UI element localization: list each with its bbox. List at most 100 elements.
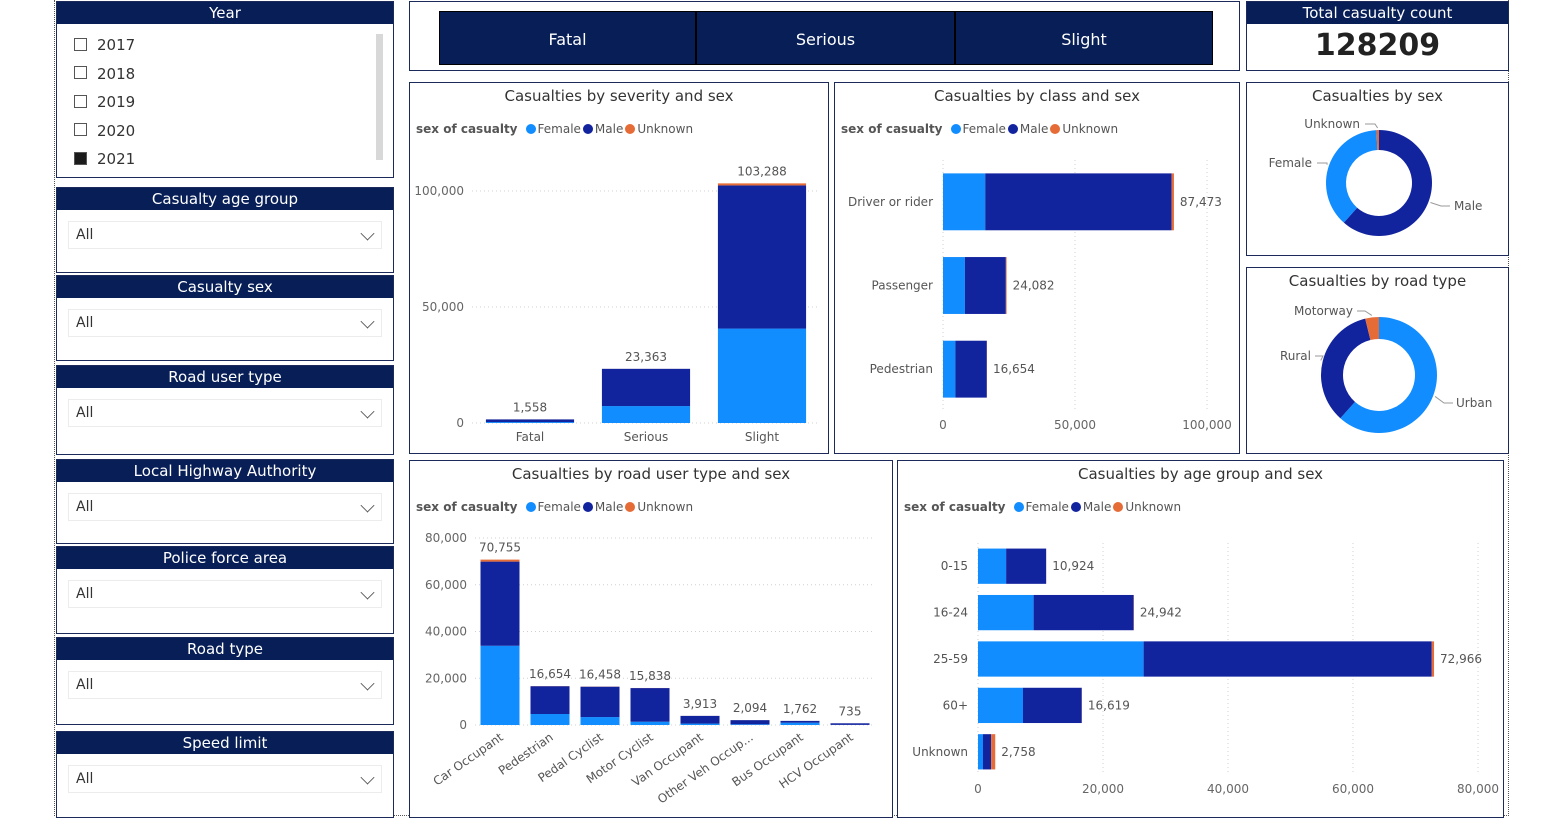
bar-segment-female[interactable] [943, 257, 965, 314]
road-type-dropdown[interactable]: All [68, 671, 382, 699]
data-label: 16,619 [1088, 698, 1130, 712]
legend-label-unknown[interactable]: Unknown [637, 500, 694, 514]
chevron-down-icon[interactable] [360, 314, 375, 329]
year-checkbox[interactable] [74, 151, 87, 165]
serious-button[interactable]: Serious [696, 11, 955, 65]
chevron-down-icon[interactable] [360, 770, 375, 785]
bar-segment-male[interactable] [730, 720, 770, 725]
bar-segment-female[interactable] [780, 722, 820, 725]
legend-label-male[interactable]: Male [594, 500, 624, 514]
local-highway-authority-dropdown[interactable]: All [68, 493, 382, 521]
donut-slice-motorway[interactable] [1365, 317, 1379, 341]
legend-label-male[interactable]: Male [1019, 122, 1049, 136]
chevron-down-icon[interactable] [360, 404, 375, 419]
bar-segment-male[interactable] [983, 734, 992, 770]
bar-segment-female[interactable] [580, 717, 620, 725]
fatal-button[interactable]: Fatal [439, 11, 696, 65]
data-label: 15,838 [629, 669, 671, 683]
chevron-down-icon[interactable] [360, 226, 375, 241]
bar-segment-female[interactable] [630, 721, 670, 725]
roaduser-chart-svg: 0 20,000 40,000 60,000 80,000 70,755 Car Occup… [425, 531, 875, 806]
bar-segment-male[interactable] [480, 561, 520, 646]
legend-label-unknown[interactable]: Unknown [1062, 122, 1119, 136]
year-option-1[interactable]: 2018 [74, 63, 135, 85]
chevron-down-icon[interactable] [360, 585, 375, 600]
bar-segment-male[interactable] [964, 257, 1006, 314]
bar-segment-unknown[interactable] [1171, 173, 1174, 231]
bar-segment-female[interactable] [530, 714, 570, 725]
bar-segment-male[interactable] [1033, 594, 1134, 631]
age-group-dropdown[interactable]: All [68, 221, 382, 249]
bar-segment-female[interactable] [978, 734, 983, 770]
bar-segment-male[interactable] [680, 715, 720, 724]
kpi-card: Total casualty count 128209 [1246, 1, 1509, 71]
chevron-down-icon[interactable] [360, 498, 375, 513]
year-option-0[interactable]: 2017 [74, 34, 135, 56]
bar-segment-male[interactable] [780, 720, 820, 723]
police-force-area-dropdown[interactable]: All [68, 580, 382, 608]
speed-limit-dropdown[interactable]: All [68, 765, 382, 793]
bar-segment-female[interactable] [480, 645, 520, 725]
donut-slice-male[interactable] [1343, 130, 1432, 236]
bar-segment-male[interactable] [630, 688, 670, 722]
bar-segment-unknown[interactable] [991, 734, 996, 770]
bar-segment-female[interactable] [943, 340, 956, 398]
legend-label-female[interactable]: Female [537, 500, 581, 514]
x-tick-label: 20,000 [1082, 782, 1124, 796]
chevron-down-icon[interactable] [360, 676, 375, 691]
donut-slice-unknown[interactable] [1376, 130, 1379, 151]
bar-segment-unknown[interactable] [480, 559, 520, 562]
legend-label-female[interactable]: Female [1025, 500, 1069, 514]
bar-segment-female[interactable] [730, 724, 770, 725]
legend-label-female[interactable]: Female [962, 122, 1006, 136]
donut-slice-rural[interactable] [1321, 318, 1371, 419]
data-label: 2,094 [733, 701, 767, 715]
bar-segment-female[interactable] [978, 687, 1023, 724]
year-checkbox[interactable] [74, 94, 87, 108]
bar-segment-male[interactable] [601, 368, 691, 407]
year-option-3[interactable]: 2020 [74, 120, 135, 142]
bar-segment-unknown[interactable] [1431, 641, 1435, 677]
bar-segment-male[interactable] [955, 340, 987, 398]
bar-segment-female[interactable] [717, 328, 807, 423]
donut-slice-urban[interactable] [1340, 317, 1437, 433]
legend-label-female[interactable]: Female [537, 122, 581, 136]
bar-segment-female[interactable] [978, 641, 1144, 677]
bar-segment-male[interactable] [530, 686, 570, 715]
donut-slice-female[interactable] [1326, 130, 1378, 223]
bar-segment-unknown[interactable] [717, 183, 807, 186]
chart-legend: sex of casualty Female Male Unknown [904, 500, 1181, 514]
bar-segment-male[interactable] [985, 173, 1172, 231]
bar-segment-female[interactable] [978, 594, 1034, 631]
bar-segment-male[interactable] [1023, 687, 1082, 724]
year-checkbox[interactable] [74, 66, 87, 79]
year-checkbox[interactable] [74, 123, 87, 136]
year-option-4[interactable]: 2021 [74, 148, 135, 170]
legend-label-unknown[interactable]: Unknown [1125, 500, 1182, 514]
year-scrollbar[interactable] [376, 34, 383, 160]
year-option-2[interactable]: 2019 [74, 91, 135, 113]
bar-segment-male[interactable] [717, 185, 807, 329]
data-label: 10,924 [1052, 559, 1094, 573]
bar-segment-male[interactable] [485, 419, 575, 423]
legend-swatch-female [950, 123, 961, 134]
bar-segment-male[interactable] [580, 686, 620, 718]
bar-segment-male[interactable] [1006, 548, 1047, 584]
donut-label: Motorway [1294, 304, 1353, 318]
bar-segment-female[interactable] [485, 422, 575, 423]
casualty-sex-dropdown[interactable]: All [68, 309, 382, 337]
bar-segment-female[interactable] [943, 173, 986, 231]
data-label: 87,473 [1180, 195, 1222, 209]
bar-segment-male[interactable] [1143, 641, 1432, 677]
legend-label-male[interactable]: Male [1082, 500, 1112, 514]
year-checkbox[interactable] [74, 37, 87, 51]
slight-button[interactable]: Slight [955, 11, 1213, 65]
road-user-type-dropdown[interactable]: All [68, 399, 382, 427]
bar-segment-female[interactable] [978, 548, 1007, 584]
legend-label-unknown[interactable]: Unknown [637, 122, 694, 136]
bar-segment-unknown[interactable] [1005, 257, 1007, 314]
bar-segment-female[interactable] [680, 723, 720, 725]
legend-label-male[interactable]: Male [594, 122, 624, 136]
bar-segment-male[interactable] [830, 723, 870, 725]
bar-segment-female[interactable] [601, 406, 691, 423]
